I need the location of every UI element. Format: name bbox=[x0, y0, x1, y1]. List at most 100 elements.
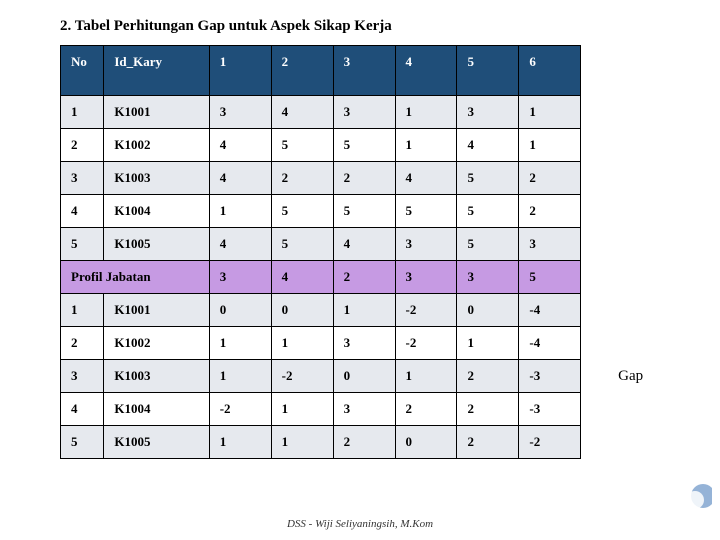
cell: 1 bbox=[457, 327, 519, 360]
cell: -3 bbox=[519, 360, 581, 393]
cell: 3 bbox=[209, 261, 271, 294]
cell: 4 bbox=[61, 393, 104, 426]
cell: K1001 bbox=[104, 96, 209, 129]
cell: K1003 bbox=[104, 162, 209, 195]
cell: 1 bbox=[395, 96, 457, 129]
cell: 4 bbox=[61, 195, 104, 228]
cell: 5 bbox=[271, 195, 333, 228]
cell: 2 bbox=[333, 162, 395, 195]
cell: 5 bbox=[271, 228, 333, 261]
cell: 5 bbox=[333, 129, 395, 162]
cell: 2 bbox=[395, 393, 457, 426]
gap-label: Gap bbox=[581, 294, 680, 459]
cell: Profil Jabatan bbox=[61, 261, 210, 294]
cell: K1004 bbox=[104, 195, 209, 228]
cell: 1 bbox=[271, 393, 333, 426]
col-4: 4 bbox=[395, 46, 457, 96]
cell: -4 bbox=[519, 294, 581, 327]
cell: 1 bbox=[271, 426, 333, 459]
cell: 4 bbox=[271, 261, 333, 294]
cell: 1 bbox=[519, 96, 581, 129]
cell: 5 bbox=[457, 228, 519, 261]
cell: 1 bbox=[209, 327, 271, 360]
cell: K1001 bbox=[104, 294, 209, 327]
col-6: 6 bbox=[519, 46, 581, 96]
cell: 1 bbox=[271, 327, 333, 360]
cell: 1 bbox=[61, 294, 104, 327]
cell: 0 bbox=[209, 294, 271, 327]
cell: 4 bbox=[209, 228, 271, 261]
cell: K1003 bbox=[104, 360, 209, 393]
cell: 0 bbox=[395, 426, 457, 459]
cell: 2 bbox=[271, 162, 333, 195]
cell: 2 bbox=[457, 360, 519, 393]
cell: 3 bbox=[333, 393, 395, 426]
cell: -2 bbox=[395, 327, 457, 360]
cell: 1 bbox=[333, 294, 395, 327]
cell: 1 bbox=[395, 129, 457, 162]
blank-cell bbox=[581, 96, 680, 294]
cell: -4 bbox=[519, 327, 581, 360]
cell: 5 bbox=[61, 228, 104, 261]
cell: 3 bbox=[333, 96, 395, 129]
cell: 0 bbox=[271, 294, 333, 327]
col-no: No bbox=[61, 46, 104, 96]
cell: 5 bbox=[271, 129, 333, 162]
cell: 5 bbox=[519, 261, 581, 294]
cell: 2 bbox=[61, 129, 104, 162]
section-title: 2. Tabel Perhitungan Gap untuk Aspek Sik… bbox=[60, 18, 680, 35]
cell: 5 bbox=[333, 195, 395, 228]
col-5: 5 bbox=[457, 46, 519, 96]
cell: 0 bbox=[333, 360, 395, 393]
cell: 0 bbox=[457, 294, 519, 327]
cell: 3 bbox=[61, 360, 104, 393]
cell: -2 bbox=[271, 360, 333, 393]
cell: 3 bbox=[395, 261, 457, 294]
cell: 2 bbox=[333, 426, 395, 459]
cell: 4 bbox=[333, 228, 395, 261]
cell: 1 bbox=[61, 96, 104, 129]
cell: -2 bbox=[209, 393, 271, 426]
footer-text: DSS - Wiji Seliyaningsih, M.Kom bbox=[0, 518, 720, 530]
cell: 5 bbox=[457, 195, 519, 228]
cell: 3 bbox=[457, 261, 519, 294]
page-corner-icon bbox=[684, 482, 712, 510]
cell: K1002 bbox=[104, 129, 209, 162]
cell: -3 bbox=[519, 393, 581, 426]
cell: 3 bbox=[457, 96, 519, 129]
col-gap-blank bbox=[581, 46, 680, 96]
cell: 2 bbox=[61, 327, 104, 360]
cell: 1 bbox=[395, 360, 457, 393]
cell: 1 bbox=[209, 195, 271, 228]
col-2: 2 bbox=[271, 46, 333, 96]
cell: 4 bbox=[457, 129, 519, 162]
cell: K1004 bbox=[104, 393, 209, 426]
cell: 2 bbox=[457, 426, 519, 459]
cell: 3 bbox=[209, 96, 271, 129]
cell: 2 bbox=[333, 261, 395, 294]
cell: 2 bbox=[519, 195, 581, 228]
cell: 2 bbox=[457, 393, 519, 426]
cell: -2 bbox=[395, 294, 457, 327]
cell: -2 bbox=[519, 426, 581, 459]
cell: K1002 bbox=[104, 327, 209, 360]
cell: K1005 bbox=[104, 228, 209, 261]
cell: 3 bbox=[61, 162, 104, 195]
cell: 3 bbox=[395, 228, 457, 261]
cell: K1005 bbox=[104, 426, 209, 459]
cell: 1 bbox=[519, 129, 581, 162]
cell: 4 bbox=[209, 129, 271, 162]
cell: 4 bbox=[271, 96, 333, 129]
col-1: 1 bbox=[209, 46, 271, 96]
col-3: 3 bbox=[333, 46, 395, 96]
cell: 5 bbox=[395, 195, 457, 228]
cell: 4 bbox=[395, 162, 457, 195]
cell: 3 bbox=[333, 327, 395, 360]
col-id: Id_Kary bbox=[104, 46, 209, 96]
cell: 2 bbox=[519, 162, 581, 195]
cell: 4 bbox=[209, 162, 271, 195]
table-row: 1K1001343131 bbox=[61, 96, 681, 129]
cell: 5 bbox=[457, 162, 519, 195]
cell: 1 bbox=[209, 426, 271, 459]
cell: 3 bbox=[519, 228, 581, 261]
